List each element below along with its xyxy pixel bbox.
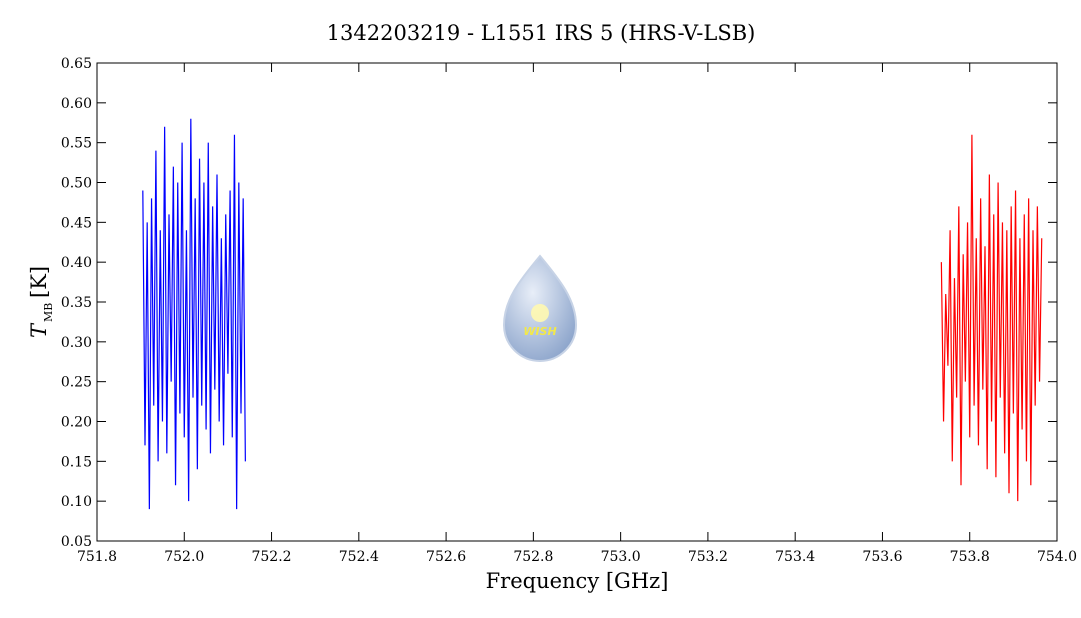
y-tick-label: 0.25 [61,375,92,391]
logo-star [531,304,549,322]
x-tick-label: 752.0 [164,549,204,565]
y-tick-label: 0.50 [61,176,92,192]
y-axis-subscript: MB [42,303,55,322]
x-tick-label: 753.0 [601,549,641,565]
chart-title: 1342203219 - L1551 IRS 5 (HRS-V-LSB) [327,21,756,45]
plot-frame [96,62,1058,542]
x-tick-label: 754.0 [1037,549,1077,565]
y-tick-label: 0.20 [61,415,92,431]
y-tick-label: 0.35 [61,295,92,311]
spectrum-line [940,134,1043,502]
x-tick-label: 752.2 [251,549,291,565]
y-tick-label: 0.60 [61,96,92,112]
y-tick-label: 0.15 [61,454,92,470]
y-tick-label: 0.10 [61,494,92,510]
y-axis-title: T MB [K] [27,266,55,338]
y-tick-label: 0.55 [61,136,92,152]
x-tick-label: 753.4 [775,549,815,565]
x-tick-label: 752.4 [339,549,379,565]
x-tick-label: 752.6 [426,549,466,565]
x-tick-label: 753.8 [950,549,990,565]
x-tick-label: 753.2 [688,549,728,565]
x-tick-label: 751.8 [77,549,117,565]
y-tick-label: 0.45 [61,215,92,231]
y-axis-symbol: T [27,322,51,338]
logo: WISH [502,254,578,362]
y-tick-label: 0.30 [61,335,92,351]
y-axis-unit: [K] [27,266,51,298]
spectrum-line [142,118,246,510]
x-tick-label: 753.6 [862,549,902,565]
logo-text: WISH [523,325,556,338]
x-tick-label: 752.8 [513,549,553,565]
y-tick-label: 0.40 [61,255,92,271]
y-tick-label: 0.65 [61,56,92,72]
x-axis-title: Frequency [GHz] [486,569,669,593]
y-tick-label: 0.05 [61,534,92,550]
